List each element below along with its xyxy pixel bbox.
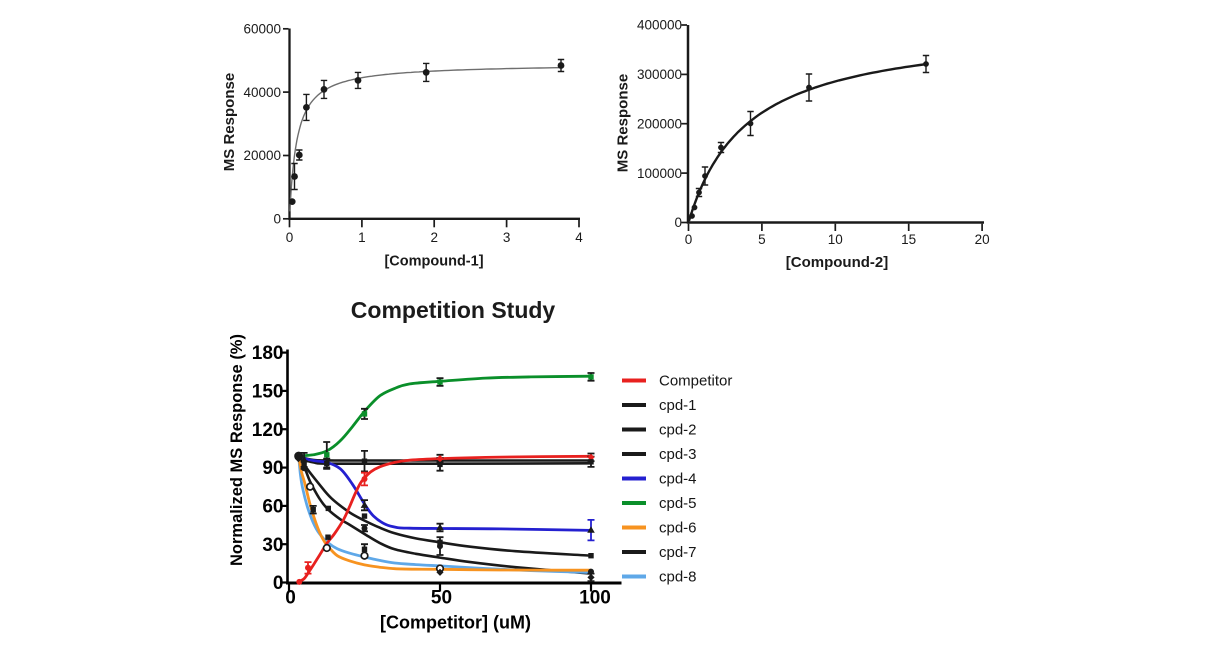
svg-text:MS Response: MS Response (221, 73, 238, 171)
svg-text:150: 150 (252, 382, 284, 403)
svg-text:200000: 200000 (637, 116, 682, 131)
svg-text:90: 90 (262, 458, 283, 479)
svg-text:cpd-5: cpd-5 (659, 495, 697, 512)
svg-text:15: 15 (901, 232, 916, 247)
svg-text:120: 120 (252, 420, 284, 441)
svg-text:MS Response: MS Response (615, 74, 632, 172)
svg-text:cpd-1: cpd-1 (659, 397, 697, 414)
svg-text:5: 5 (758, 232, 766, 247)
svg-text:60000: 60000 (243, 22, 281, 37)
svg-text:[Competitor] (uM): [Competitor] (uM) (380, 613, 531, 633)
svg-text:1: 1 (358, 230, 366, 245)
svg-text:180: 180 (252, 343, 284, 364)
svg-text:0: 0 (674, 215, 682, 230)
svg-text:cpd-2: cpd-2 (659, 422, 697, 439)
svg-text:30: 30 (262, 535, 283, 556)
svg-text:[Compound-2]: [Compound-2] (786, 254, 888, 271)
svg-text:40000: 40000 (243, 85, 281, 100)
svg-text:400000: 400000 (637, 18, 682, 33)
svg-text:0: 0 (273, 212, 281, 227)
svg-text:Competition Study: Competition Study (351, 297, 556, 323)
svg-text:10: 10 (828, 232, 843, 247)
svg-text:60: 60 (262, 497, 283, 518)
svg-text:cpd-7: cpd-7 (659, 544, 697, 561)
svg-text:0: 0 (273, 573, 284, 594)
svg-text:100: 100 (579, 588, 611, 609)
svg-text:4: 4 (575, 230, 583, 245)
svg-text:cpd-4: cpd-4 (659, 471, 697, 488)
svg-text:100000: 100000 (637, 166, 682, 181)
svg-text:2: 2 (430, 230, 438, 245)
svg-text:cpd-8: cpd-8 (659, 569, 697, 586)
svg-text:0: 0 (285, 588, 296, 609)
svg-text:20000: 20000 (243, 148, 281, 163)
svg-text:cpd-3: cpd-3 (659, 446, 697, 463)
svg-text:0: 0 (685, 232, 693, 247)
svg-text:20: 20 (975, 232, 990, 247)
svg-text:Competitor: Competitor (659, 373, 732, 390)
svg-text:50: 50 (431, 588, 452, 609)
svg-text:3: 3 (503, 230, 511, 245)
svg-text:[Compound-1]: [Compound-1] (384, 254, 483, 270)
svg-text:0: 0 (286, 230, 294, 245)
svg-text:cpd-6: cpd-6 (659, 520, 697, 537)
svg-text:Normalized MS Response (%): Normalized MS Response (%) (228, 334, 246, 566)
svg-text:300000: 300000 (637, 67, 682, 82)
